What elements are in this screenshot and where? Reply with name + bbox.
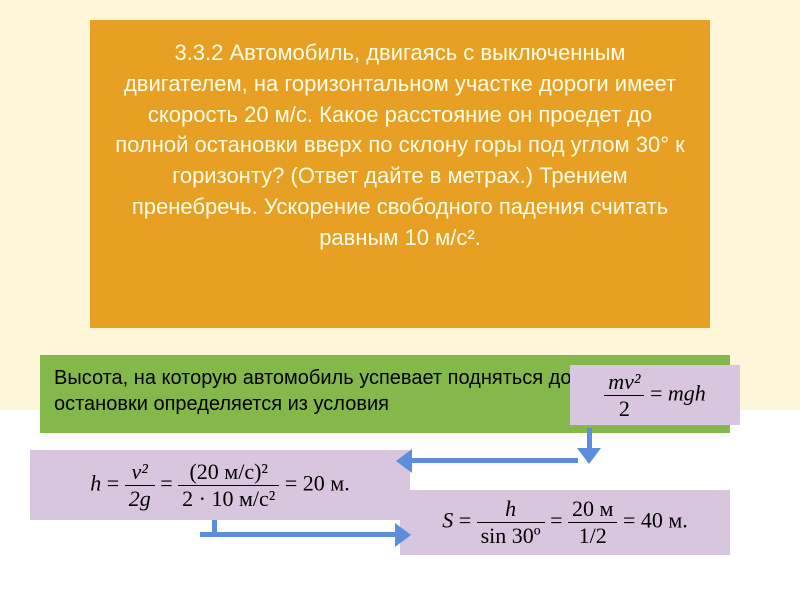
equals-sign: = — [550, 508, 568, 533]
equals-sign: = — [160, 470, 178, 495]
s-result: 40 м. — [641, 508, 688, 533]
formula-kinetic-energy: mv² 2 = mgh — [570, 365, 740, 425]
h-f2-num: (20 м/с)² — [178, 459, 279, 486]
problem-text: 3.3.2 Автомобиль, двигаясь с выключенным… — [115, 40, 685, 250]
equals-sign: = — [285, 470, 303, 495]
ke-rhs: mgh — [668, 380, 706, 405]
arrow-connector-icon — [200, 520, 230, 542]
arrow-down-icon — [575, 428, 605, 466]
equals-sign: = — [623, 508, 641, 533]
s-var: S — [442, 508, 453, 533]
h-f2-den: 2 · 10 м/с² — [178, 486, 279, 512]
s-f2-den: 1/2 — [568, 523, 617, 549]
formula-height: h = v² 2g = (20 м/с)² 2 · 10 м/с² = 20 м… — [30, 450, 410, 520]
s-f1-den: sin 30º — [477, 523, 545, 549]
ke-den: 2 — [604, 396, 644, 422]
s-f1-num: h — [477, 496, 545, 523]
h-f1-num: v² — [125, 459, 155, 486]
s-f2-num: 20 м — [568, 496, 617, 523]
problem-statement: 3.3.2 Автомобиль, двигаясь с выключенным… — [90, 20, 710, 328]
arrow-left-icon — [410, 458, 578, 463]
equals-sign: = — [459, 508, 477, 533]
h-result: 20 м. — [303, 470, 350, 495]
equals-sign: = — [650, 380, 668, 405]
answer-text: Высота, на которую автомобиль успевает п… — [54, 367, 644, 415]
arrow-right-icon — [200, 532, 397, 537]
equals-sign: = — [107, 470, 125, 495]
ke-num: mv² — [604, 369, 644, 396]
formula-distance: S = h sin 30º = 20 м 1/2 = 40 м. — [400, 490, 730, 555]
h-var: h — [90, 470, 101, 495]
h-f1-den: 2g — [125, 486, 155, 512]
